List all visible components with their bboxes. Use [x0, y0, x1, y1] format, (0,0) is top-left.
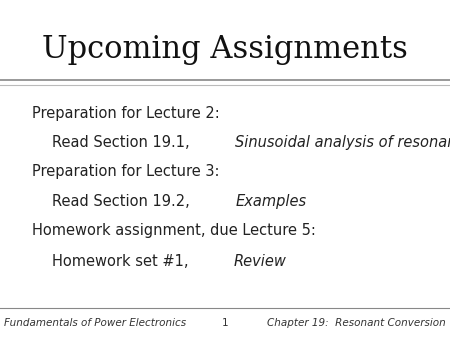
- Text: 1: 1: [222, 318, 228, 328]
- Text: Fundamentals of Power Electronics: Fundamentals of Power Electronics: [4, 318, 187, 328]
- Text: Read Section 19.2,: Read Section 19.2,: [52, 194, 194, 209]
- Text: Read Section 19.1,: Read Section 19.1,: [52, 135, 194, 150]
- Text: Upcoming Assignments: Upcoming Assignments: [42, 34, 408, 65]
- Text: Preparation for Lecture 3:: Preparation for Lecture 3:: [32, 164, 219, 179]
- Text: Homework assignment, due Lecture 5:: Homework assignment, due Lecture 5:: [32, 223, 315, 238]
- Text: Sinusoidal analysis of resonant converters: Sinusoidal analysis of resonant converte…: [235, 135, 450, 150]
- Text: Examples: Examples: [235, 194, 306, 209]
- Text: Homework set #1,: Homework set #1,: [52, 254, 193, 268]
- Text: Review: Review: [234, 254, 287, 268]
- Text: Preparation for Lecture 2:: Preparation for Lecture 2:: [32, 106, 219, 121]
- Text: Chapter 19:  Resonant Conversion: Chapter 19: Resonant Conversion: [267, 318, 446, 328]
